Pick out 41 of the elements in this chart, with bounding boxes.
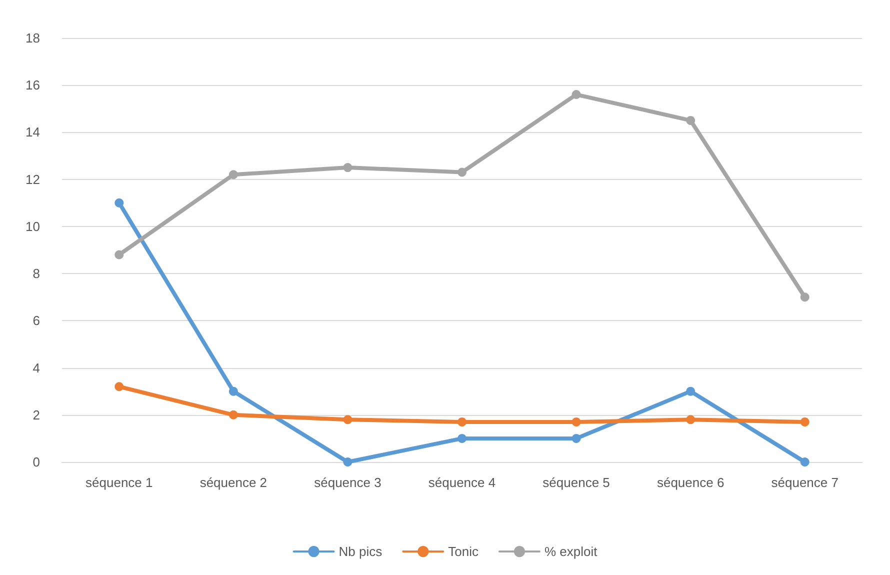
y-tick-label: 2 <box>32 407 40 422</box>
y-tick-label: 12 <box>26 172 40 187</box>
point <box>686 116 696 125</box>
point <box>228 170 238 180</box>
point <box>686 386 696 396</box>
point <box>572 434 581 443</box>
point <box>343 458 352 466</box>
point <box>343 163 352 172</box>
x-tick-label: séquence 3 <box>314 475 382 490</box>
point <box>114 250 124 260</box>
point <box>572 417 581 426</box>
y-tick-label: 4 <box>32 360 40 376</box>
y-tick-label: 0 <box>32 454 40 470</box>
x-tick-label: séquence 7 <box>771 475 838 490</box>
point <box>800 417 810 426</box>
y-tick-label: 18 <box>26 30 40 46</box>
point <box>114 382 124 392</box>
point <box>800 458 810 466</box>
y-tick-label: 6 <box>32 313 40 328</box>
point <box>458 168 466 177</box>
y-tick-label: 16 <box>26 78 40 93</box>
point <box>686 415 696 424</box>
x-tick-label: séquence 2 <box>200 475 268 490</box>
point <box>800 292 810 302</box>
y-tick-label: 14 <box>26 124 40 140</box>
x-tick-label: séquence 5 <box>542 475 610 490</box>
x-tick-label: séquence 6 <box>656 475 724 490</box>
legend-label: % exploit <box>544 544 598 559</box>
point <box>572 90 581 100</box>
legend-label: Nb pics <box>338 544 383 559</box>
x-tick-label: séquence 1 <box>86 475 153 490</box>
point <box>114 198 124 208</box>
y-tick-label: 10 <box>26 218 40 234</box>
point <box>343 415 352 424</box>
legend-label: Tonic <box>448 544 479 559</box>
point <box>228 386 238 396</box>
y-tick-label: 8 <box>32 266 40 282</box>
point <box>228 410 238 420</box>
x-tick-label: séquence 4 <box>428 475 496 490</box>
point <box>458 417 466 426</box>
point <box>458 434 466 443</box>
